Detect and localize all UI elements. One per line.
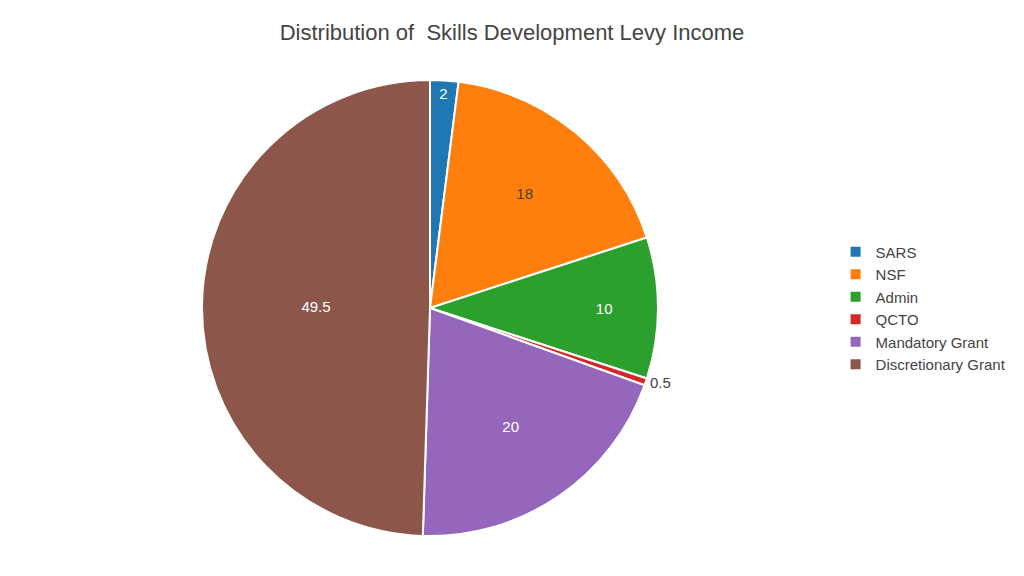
svg-text:49.5: 49.5 — [301, 298, 330, 315]
svg-text:2: 2 — [439, 85, 447, 102]
svg-text:SARS: SARS — [876, 244, 917, 261]
svg-text:Admin: Admin — [876, 289, 919, 306]
svg-text:18: 18 — [516, 185, 533, 202]
svg-text:Discretionary Grant: Discretionary Grant — [876, 356, 1006, 373]
svg-text:Mandatory Grant: Mandatory Grant — [876, 334, 989, 351]
svg-text:NSF: NSF — [876, 266, 906, 283]
svg-text:20: 20 — [502, 418, 519, 435]
svg-text:0.5: 0.5 — [650, 374, 671, 391]
svg-text:QCTO: QCTO — [876, 311, 919, 328]
svg-text:10: 10 — [596, 300, 613, 317]
svg-text:Distribution of Skills Develo: Distribution of Skills Development Levy … — [280, 20, 745, 45]
